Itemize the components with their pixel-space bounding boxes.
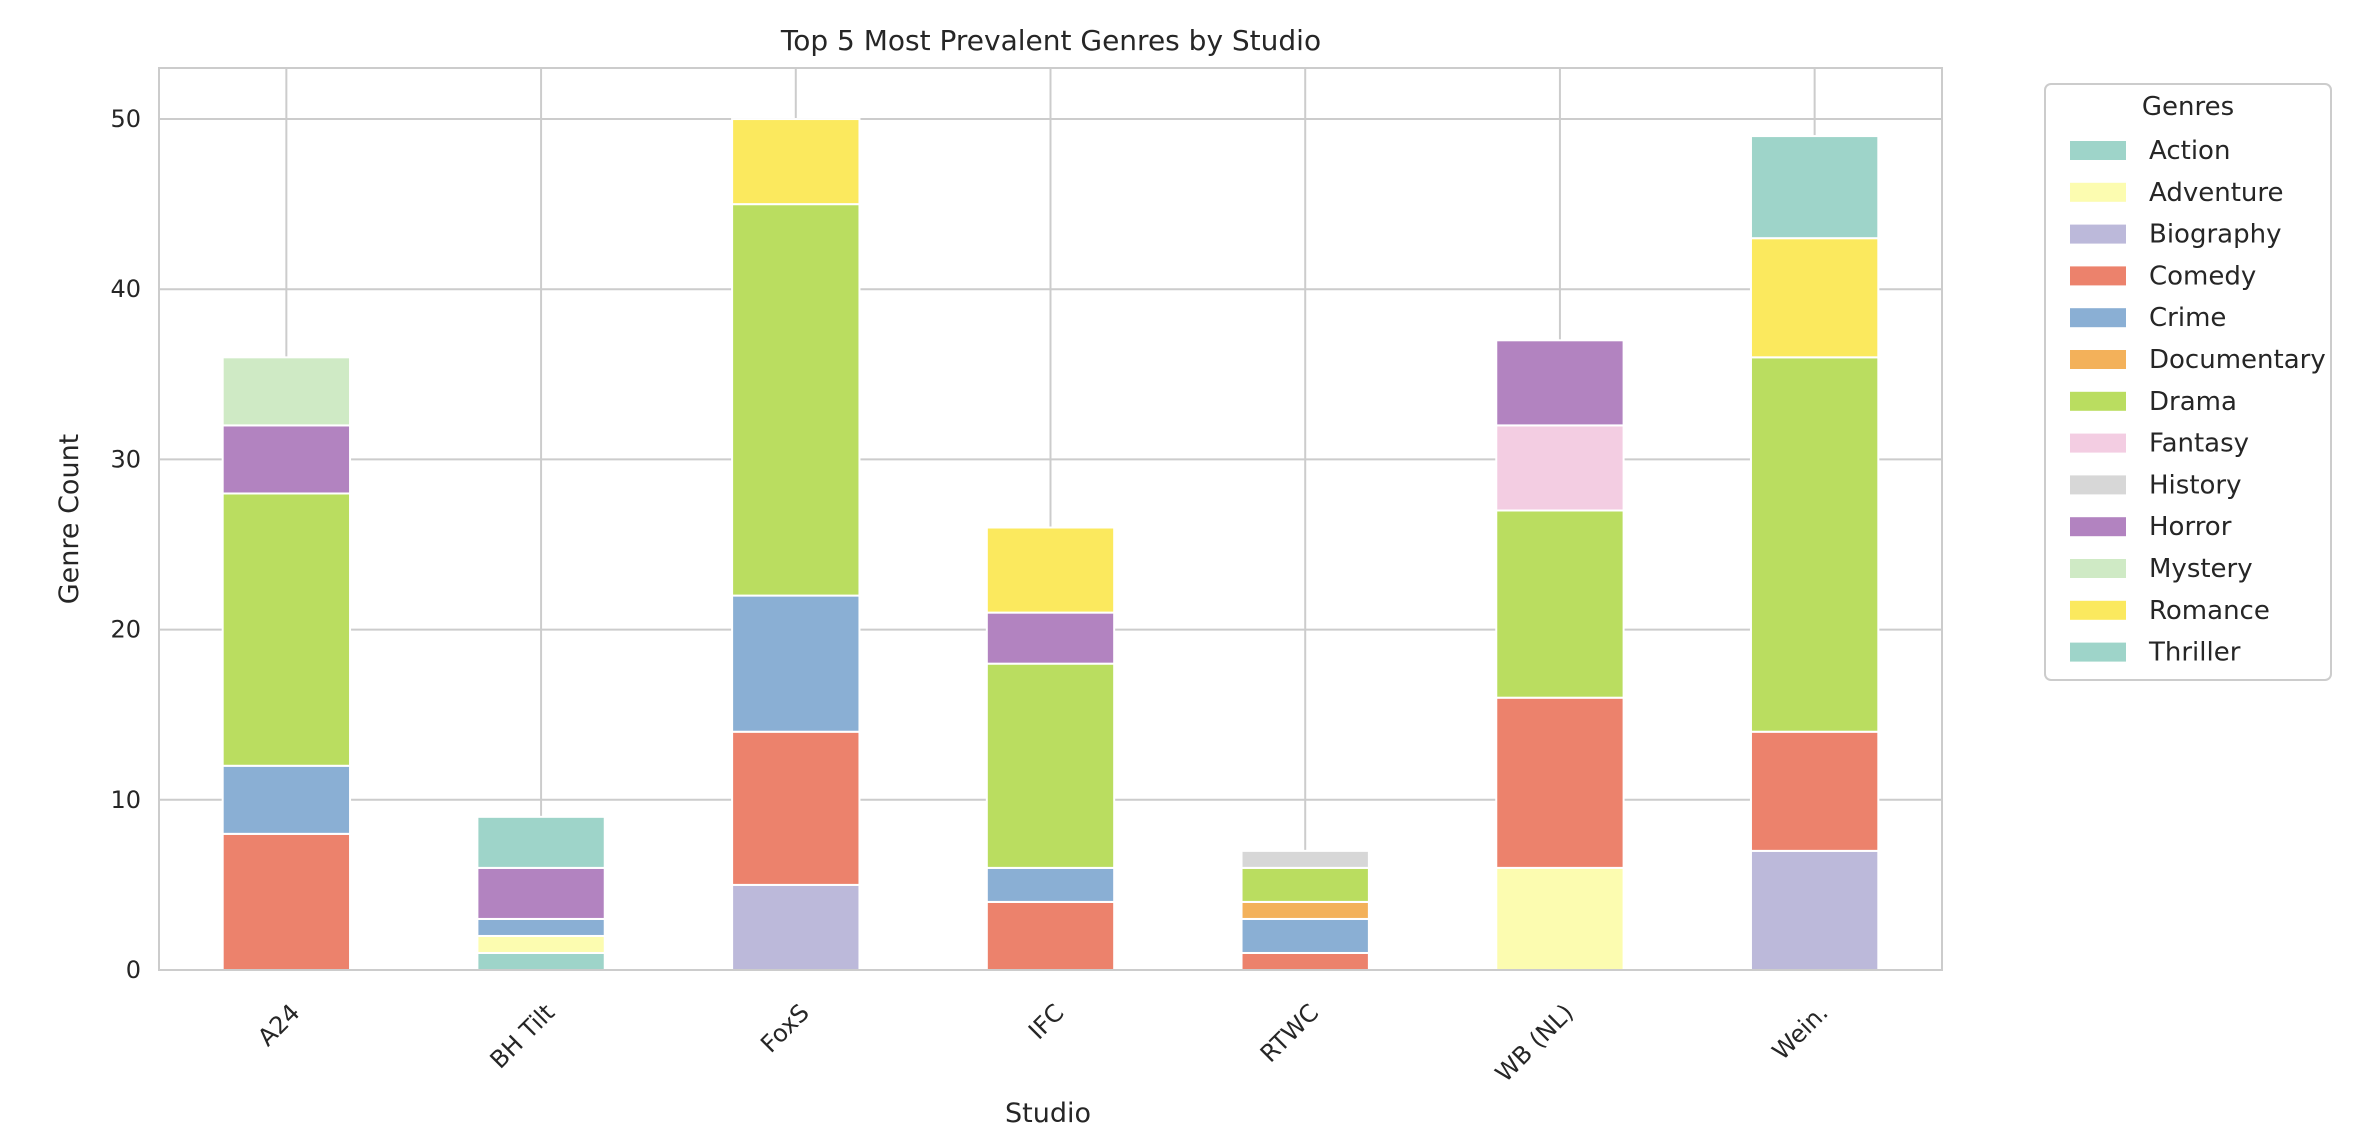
legend-swatch-biography	[2070, 224, 2126, 244]
bar-segment-foxs-comedy	[731, 730, 861, 886]
bars	[221, 118, 1880, 972]
legend-swatch-history	[2070, 475, 2126, 495]
x-axis-label: Studio	[1005, 1098, 1091, 1129]
bar-segment-a24-comedy	[221, 832, 352, 971]
bar-segment-foxs-biography	[731, 883, 861, 971]
bar-segment-rtwc-drama	[1240, 866, 1370, 903]
legend-label-horror: Horror	[2149, 512, 2232, 542]
legend-label-action: Action	[2149, 136, 2230, 166]
bar-segment-a24-horror	[221, 424, 352, 495]
legend-label-comedy: Comedy	[2149, 261, 2256, 291]
bar-segment-a24-mystery	[221, 356, 352, 427]
bar-segment-foxs-drama	[731, 203, 861, 597]
bar-segment-bh-tilt-action	[476, 951, 606, 972]
y-tick-label: 20	[110, 616, 141, 644]
plot-frame	[158, 67, 1943, 971]
bar-segment-rtwc-documentary	[1240, 900, 1370, 920]
legend-label-drama: Drama	[2149, 387, 2237, 417]
legend: Genres Action Adventure Biography Comedy Cri…	[2044, 83, 2332, 681]
legend-label-history: History	[2149, 470, 2242, 500]
bar-segment-rtwc-crime	[1240, 917, 1370, 954]
bar-segment-ifc-romance	[985, 526, 1116, 614]
legend-swatch-horror	[2070, 517, 2126, 537]
legend-swatch-thriller	[2070, 642, 2126, 662]
legend-swatch-comedy	[2070, 266, 2126, 286]
legend-swatch-crime	[2070, 308, 2126, 328]
legend-swatch-documentary	[2070, 350, 2126, 369]
bar-segment-foxs-crime	[731, 594, 861, 733]
bar-segment-wb-nl--adventure	[1495, 866, 1625, 971]
bar-segment-bh-tilt-thriller	[476, 815, 606, 869]
legend-swatch-action	[2070, 141, 2126, 160]
bar-segment-ifc-drama	[985, 662, 1116, 869]
legend-swatch-adventure	[2070, 182, 2126, 202]
bar-segment-bh-tilt-crime	[476, 917, 606, 937]
legend-items: Action Adventure Biography Comedy Crime Docum…	[2070, 136, 2326, 668]
bar-segment-wb-nl--comedy	[1495, 696, 1625, 869]
legend-label-biography: Biography	[2149, 220, 2281, 250]
bar-segment-foxs-romance	[731, 118, 861, 206]
legend-label-documentary: Documentary	[2149, 345, 2326, 375]
bar-segment-ifc-horror	[985, 611, 1116, 665]
legend-label-romance: Romance	[2149, 596, 2270, 626]
bar-segment-a24-crime	[221, 764, 352, 835]
bar-segment-rtwc-history	[1240, 849, 1370, 869]
bar-segment-wb-nl--horror	[1495, 339, 1625, 427]
y-tick-labels: 0 10 20 30 40 50	[110, 105, 141, 984]
chart-title: Top 5 Most Prevalent Genres by Studio	[780, 24, 1321, 57]
bar-segment-wb-nl--fantasy	[1495, 424, 1625, 512]
bar-segment-ifc-comedy	[985, 900, 1116, 971]
legend-swatch-drama	[2070, 391, 2126, 411]
legend-label-crime: Crime	[2149, 303, 2226, 333]
y-tick-label: 50	[110, 105, 141, 133]
bar-segment-wein--romance	[1749, 237, 1880, 359]
y-axis-label: Genre Count	[54, 434, 85, 605]
bar-segment-wb-nl--drama	[1495, 509, 1625, 699]
y-tick-label: 0	[126, 956, 141, 984]
legend-label-mystery: Mystery	[2149, 554, 2253, 584]
bar-segment-wein--thriller	[1749, 135, 1880, 240]
bar-segment-wein--biography	[1749, 849, 1880, 971]
bar-segment-ifc-crime	[985, 866, 1116, 903]
y-tick-label: 30	[110, 445, 141, 473]
legend-frame	[2044, 83, 2332, 681]
bar-segment-bh-tilt-adventure	[476, 934, 606, 954]
bar-segment-wein--comedy	[1749, 730, 1880, 852]
legend-swatch-mystery	[2070, 559, 2126, 578]
y-tick-label: 10	[110, 786, 141, 814]
bar-segment-bh-tilt-horror	[476, 866, 606, 920]
legend-label-fantasy: Fantasy	[2149, 429, 2249, 459]
legend-swatch-fantasy	[2070, 433, 2126, 453]
legend-label-adventure: Adventure	[2149, 178, 2283, 208]
y-tick-label: 40	[110, 275, 141, 303]
legend-title: Genres	[2142, 92, 2234, 122]
bar-segment-a24-drama	[221, 492, 352, 767]
legend-label-thriller: Thriller	[2148, 638, 2241, 668]
bar-segment-rtwc-comedy	[1240, 951, 1370, 972]
legend-swatch-romance	[2070, 600, 2126, 620]
bar-segment-wein--drama	[1749, 356, 1880, 733]
